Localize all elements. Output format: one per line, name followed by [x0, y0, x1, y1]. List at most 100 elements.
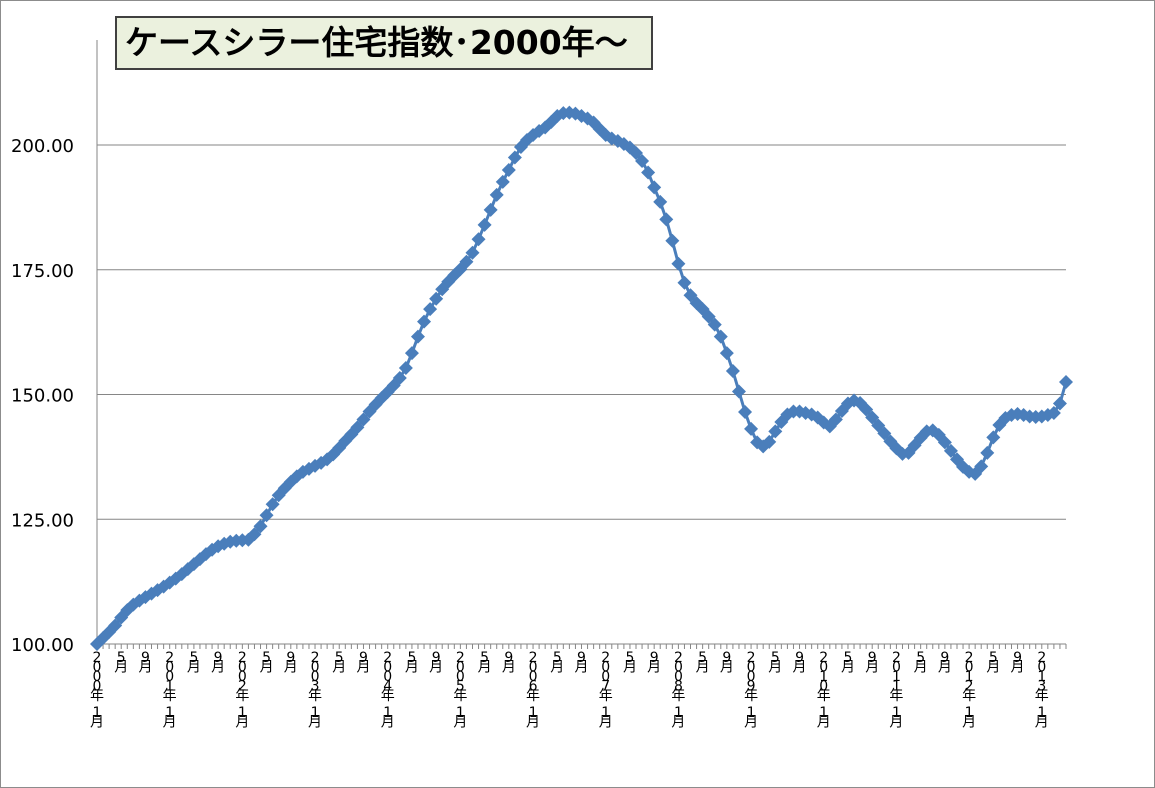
data-point [392, 371, 407, 386]
data-point [253, 519, 268, 534]
data-point [265, 497, 280, 512]
data-point [828, 412, 843, 427]
data-point [943, 443, 958, 458]
data-point [356, 412, 371, 427]
data-point [417, 314, 432, 329]
data-point [635, 153, 650, 168]
data-point [404, 346, 419, 361]
data-point [865, 410, 880, 425]
data-point [768, 424, 783, 439]
axes [96, 40, 1066, 645]
data-point [114, 610, 129, 625]
data-point [501, 162, 516, 177]
data-point [986, 430, 1001, 445]
data-point [980, 445, 995, 460]
data-point [647, 180, 662, 195]
data-point [1046, 405, 1061, 420]
data-point [707, 317, 722, 332]
series-line [95, 111, 1068, 646]
data-point [719, 346, 734, 361]
data-point [665, 233, 680, 248]
gridlines [97, 144, 1066, 520]
data-point [108, 618, 123, 633]
data-point [1052, 396, 1067, 411]
data-point [629, 145, 644, 160]
y-tick-label: 200.00 [11, 136, 74, 157]
data-point [429, 291, 444, 306]
data-point [683, 288, 698, 303]
data-point [495, 174, 510, 189]
data-point [653, 194, 668, 209]
data-point [465, 245, 480, 260]
chart-title: ケースシラー住宅指数･2000年～ [115, 16, 653, 70]
data-point [489, 187, 504, 202]
series-group [90, 105, 1073, 651]
data-point [507, 150, 522, 165]
y-axis-ticks: 100.00 125.00 150.00 175.00 200.00 [11, 136, 74, 656]
data-point [744, 421, 759, 436]
data-point [677, 275, 692, 290]
data-point [483, 202, 498, 217]
data-point [701, 309, 716, 324]
data-point [477, 217, 492, 232]
data-point [725, 364, 740, 379]
data-point [471, 232, 486, 247]
data-point [738, 404, 753, 419]
data-point [459, 254, 474, 269]
data-point [974, 459, 989, 474]
data-point [1059, 375, 1073, 390]
data-point [350, 420, 365, 435]
data-point [877, 426, 892, 441]
data-point [641, 165, 656, 180]
data-point [247, 527, 262, 542]
data-point [937, 435, 952, 450]
y-tick-label: 125.00 [11, 510, 74, 531]
data-point [762, 434, 777, 449]
data-point [410, 329, 425, 344]
y-tick-label: 150.00 [11, 386, 74, 407]
y-tick-label: 100.00 [11, 635, 74, 656]
data-point [713, 329, 728, 344]
data-point [423, 302, 438, 317]
data-point [731, 384, 746, 399]
data-point [659, 212, 674, 227]
data-point [398, 361, 413, 376]
x-axis-ticks: 2 0 0 0 年 1 月 5 月 9 月 2 0 0 1 年 1 月 5 月 9 月 2 0 0 2 年 1 月 5 月 9 月 2 0 0 3 年 1 月… [90, 644, 1067, 731]
data-point [859, 402, 874, 417]
